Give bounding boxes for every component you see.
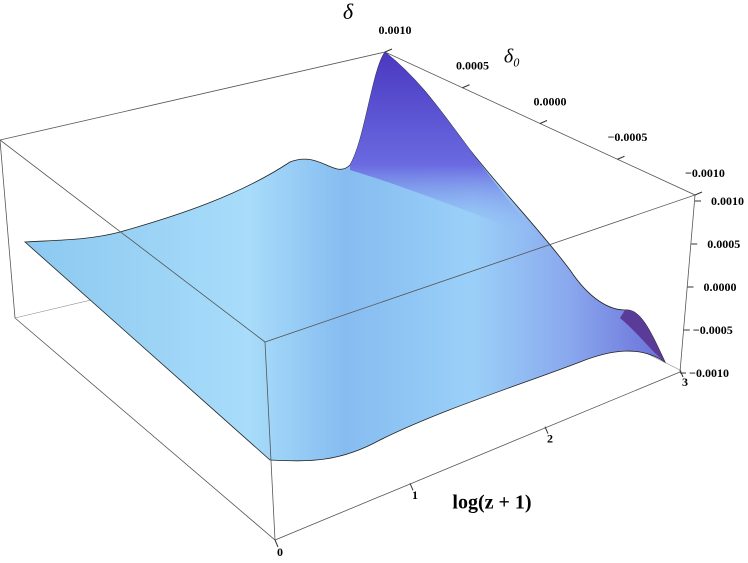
x-tick xyxy=(544,426,549,434)
z-tick-label: −0.0005 xyxy=(693,323,733,337)
y-axis-label: δ₀ xyxy=(504,46,520,68)
y-tick xyxy=(462,84,470,89)
y-tick-label: 0.0000 xyxy=(534,94,567,108)
x-tick xyxy=(274,539,279,548)
z-tick-label: 0.0005 xyxy=(707,237,740,251)
y-tick xyxy=(694,191,703,196)
y-tick-label: −0.0010 xyxy=(685,166,725,180)
x-tick-label: 3 xyxy=(682,375,688,389)
y-tick-label: 0.0005 xyxy=(456,59,489,73)
x-tick xyxy=(409,483,414,491)
surface-peak xyxy=(350,52,540,240)
y-tick-label: −0.0005 xyxy=(608,130,648,144)
z-tick-label: −0.0010 xyxy=(689,366,729,380)
x-tick-label: 2 xyxy=(547,431,553,445)
x-axis-label: log(z + 1) xyxy=(452,492,531,514)
y-tick xyxy=(617,155,625,160)
y-tick-label: 0.0010 xyxy=(379,23,412,37)
z-tick-label: 0.0010 xyxy=(711,194,744,208)
y-tick xyxy=(539,120,548,124)
surface xyxy=(24,51,666,462)
x-tick-label: 1 xyxy=(412,488,418,502)
y-tick xyxy=(384,48,393,53)
x-tick-label: 0 xyxy=(277,545,283,559)
z-tick-label: 0.0000 xyxy=(704,280,737,294)
z-axis-label: δ xyxy=(343,0,354,24)
surface-dip xyxy=(620,309,665,362)
